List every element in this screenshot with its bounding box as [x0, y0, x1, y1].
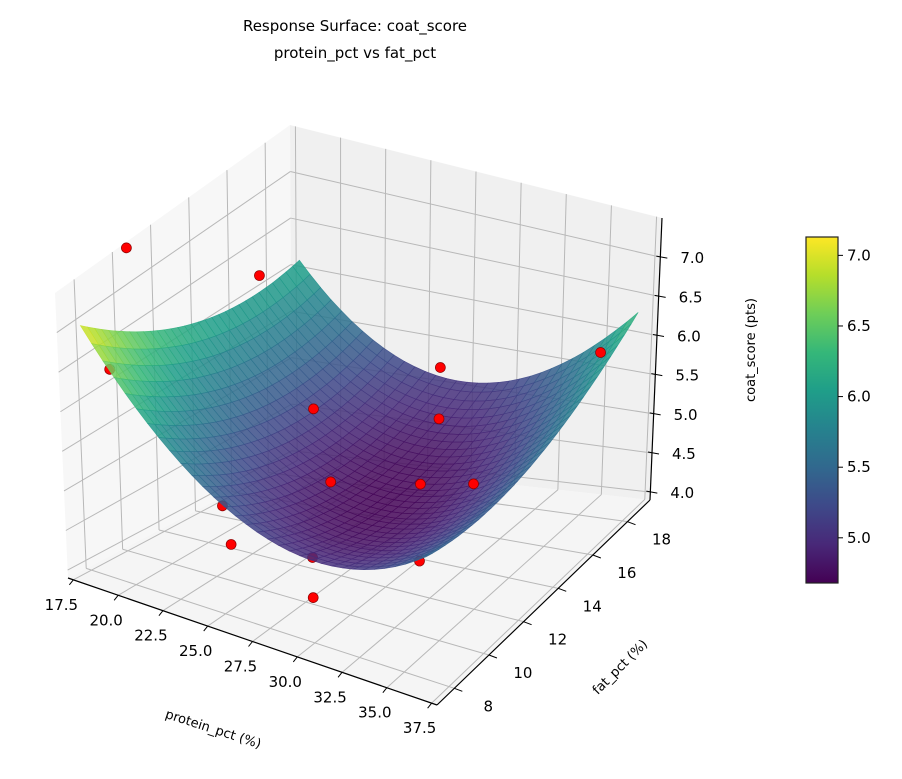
- z-tick-label: 6.0: [677, 328, 701, 346]
- colorbar-tick-label: 7.0: [847, 246, 871, 264]
- data-point: [121, 243, 131, 253]
- data-point: [254, 271, 264, 281]
- data-point: [309, 404, 319, 414]
- y-tick-label: 12: [548, 631, 567, 649]
- y-tick-label: 14: [583, 597, 602, 615]
- y-tick-label: 18: [652, 531, 671, 549]
- x-tick-label: 37.5: [403, 719, 436, 737]
- z-axis-label: coat_score (pts): [744, 298, 759, 402]
- x-tick-mark: [159, 611, 163, 616]
- data-point: [469, 479, 479, 489]
- colorbar-tick-label: 5.0: [847, 529, 871, 547]
- colorbar-tick-label: 5.5: [847, 458, 871, 476]
- x-tick-mark: [383, 688, 387, 693]
- data-point: [226, 539, 236, 549]
- y-tick-mark: [524, 622, 532, 625]
- x-tick-label: 32.5: [313, 688, 346, 706]
- x-tick-mark: [338, 672, 342, 677]
- x-tick-label: 20.0: [89, 611, 122, 629]
- x-tick-label: 25.0: [179, 642, 212, 660]
- data-point: [596, 347, 606, 357]
- y-tick-label: 8: [484, 697, 494, 715]
- data-point: [308, 593, 318, 603]
- data-point: [435, 363, 445, 373]
- chart-title-line2: protein_pct vs fat_pct: [274, 44, 436, 63]
- colorbar: 5.0 5.5 6.0 6.5 7.0: [806, 237, 871, 583]
- data-point: [326, 477, 336, 487]
- z-tick-label: 4.5: [672, 445, 696, 463]
- z-tick-label: 5.5: [675, 367, 699, 385]
- x-tick-mark: [249, 642, 253, 647]
- x-tick-mark: [428, 703, 432, 708]
- x-tick-label: 22.5: [134, 627, 167, 645]
- y-tick-label: 16: [617, 564, 636, 582]
- z-tick-label: 6.5: [679, 288, 703, 306]
- x-tick-label: 27.5: [224, 658, 257, 676]
- y-tick-mark: [454, 688, 462, 691]
- y-tick-mark: [593, 555, 601, 558]
- z-tick-label: 4.0: [670, 484, 694, 502]
- x-tick-label: 35.0: [358, 704, 391, 722]
- x-axis-label: protein_pct (%): [163, 707, 263, 752]
- y-axis-label: fat_pct (%): [590, 637, 651, 698]
- x-tick-mark: [204, 626, 208, 631]
- x-tick-mark: [293, 657, 297, 662]
- y-tick-mark: [558, 588, 566, 591]
- x-tick-label: 30.0: [269, 673, 302, 691]
- z-tick-label: 7.0: [680, 249, 704, 267]
- y-tick-mark: [627, 522, 635, 525]
- colorbar-tick-label: 6.5: [847, 317, 871, 335]
- chart-title-line1: Response Surface: coat_score: [243, 17, 467, 36]
- y-tick-mark: [489, 655, 497, 658]
- y-tick-label: 10: [513, 664, 532, 682]
- data-point: [434, 414, 444, 424]
- z-tick-label: 5.0: [674, 406, 698, 424]
- colorbar-gradient: [806, 237, 838, 583]
- data-point: [415, 479, 425, 489]
- colorbar-tick-label: 6.0: [847, 388, 871, 406]
- x-tick-mark: [69, 580, 73, 585]
- x-tick-label: 17.5: [45, 596, 78, 614]
- x-tick-mark: [114, 595, 118, 600]
